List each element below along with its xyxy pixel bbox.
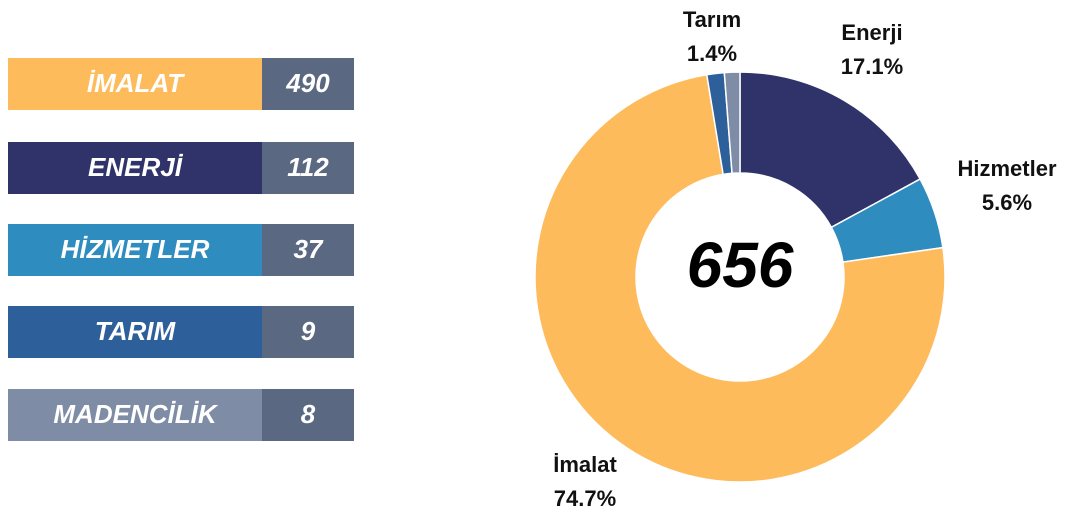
legend-swatch <box>8 306 262 358</box>
legend-value: 37 <box>294 234 324 264</box>
legend-value: 112 <box>287 152 329 182</box>
slice <box>534 73 946 483</box>
percent-label: 1.4% <box>687 41 737 66</box>
legend-value-box <box>262 142 354 194</box>
legend-label: MADENCİLİK <box>53 399 218 429</box>
slice <box>723 71 741 175</box>
legend-label: İMALAT <box>87 68 185 98</box>
legend-swatch <box>8 224 262 276</box>
donut <box>534 71 946 483</box>
total-label: 656 <box>687 229 794 301</box>
legend-value-box <box>262 389 354 441</box>
legend-swatch <box>8 142 262 194</box>
legend-value-box <box>262 224 354 276</box>
slice-label: İmalat <box>553 452 617 477</box>
slice <box>739 71 922 229</box>
legend-value-box <box>262 306 354 358</box>
legend-value: 9 <box>301 316 316 346</box>
slice-label: Tarım <box>683 7 741 32</box>
percent-label: 74.7% <box>554 486 616 511</box>
legend-value: 490 <box>285 68 330 98</box>
legend-label: HİZMETLER <box>61 234 210 264</box>
legend-swatch <box>8 58 262 110</box>
legend-value-box <box>262 58 354 110</box>
slice-label: Enerji <box>841 20 902 45</box>
percent-label: 17.1% <box>841 54 903 79</box>
legend-swatch <box>8 389 262 441</box>
legend-label: ENERJİ <box>88 152 184 182</box>
percent-label: 5.6% <box>982 190 1032 215</box>
legend-value: 8 <box>301 399 316 429</box>
slice-label: Hizmetler <box>957 156 1056 181</box>
legend-label: TARIM <box>95 316 177 346</box>
